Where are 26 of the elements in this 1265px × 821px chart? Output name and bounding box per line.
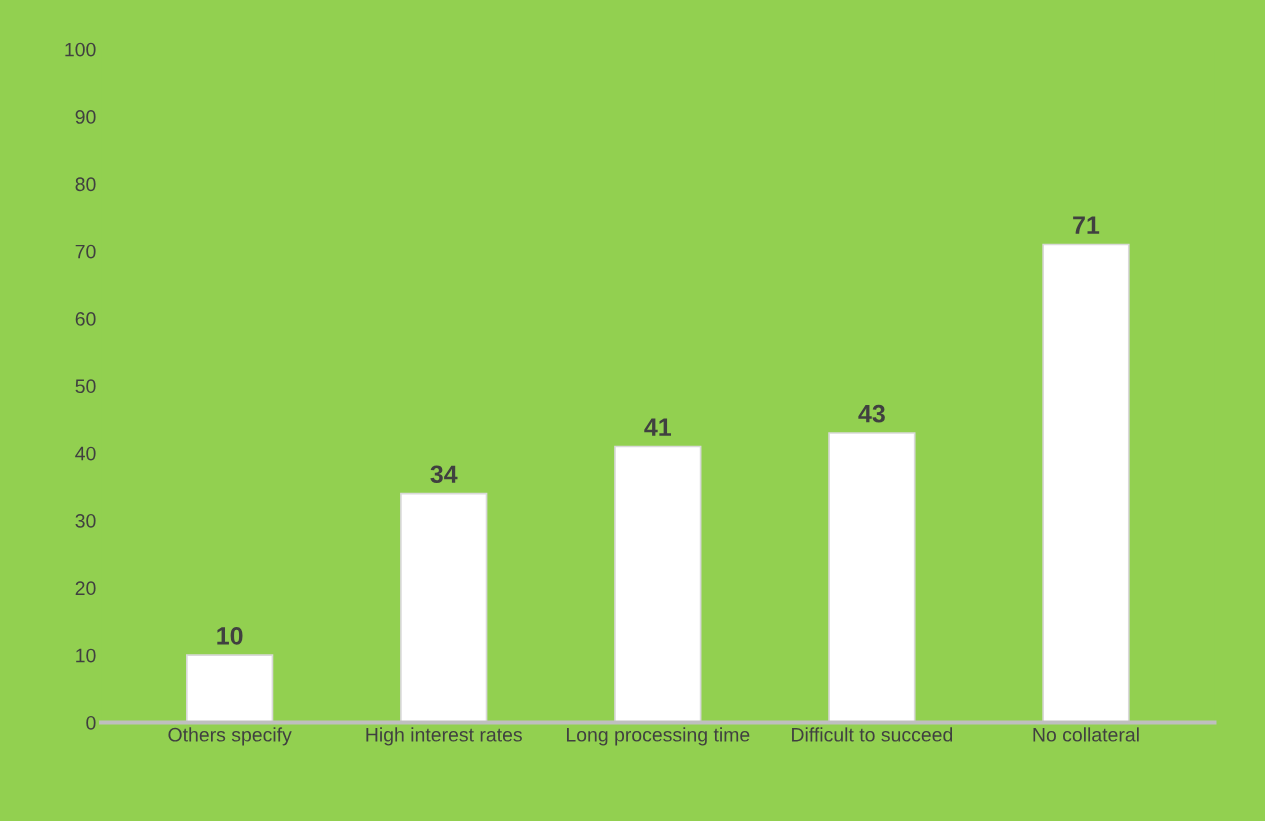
y-tick-label: 30 bbox=[75, 513, 96, 528]
y-tick-label: 90 bbox=[75, 110, 96, 124]
data-label: 10 bbox=[217, 626, 243, 645]
data-label: 43 bbox=[858, 404, 885, 423]
bar bbox=[614, 445, 702, 723]
bar bbox=[185, 654, 274, 723]
y-tick-label: 20 bbox=[75, 581, 96, 596]
y-tick-label: 80 bbox=[75, 177, 96, 192]
y-tick-label: 100 bbox=[65, 42, 96, 57]
bar bbox=[1042, 243, 1130, 723]
bar bbox=[400, 492, 488, 723]
data-label: 41 bbox=[644, 418, 672, 436]
x-tick-label: Others specify bbox=[168, 727, 292, 746]
y-tick-label: 60 bbox=[75, 312, 96, 326]
y-tick-label: 70 bbox=[75, 244, 96, 259]
x-tick-label: High interest rates bbox=[366, 727, 522, 746]
data-label: 71 bbox=[1073, 216, 1100, 234]
y-tick-label: 40 bbox=[75, 446, 96, 461]
x-tick-label: No collateral bbox=[1033, 727, 1139, 742]
y-tick-label: 50 bbox=[75, 379, 96, 394]
bar bbox=[828, 432, 916, 723]
y-tick-label: 0 bbox=[86, 715, 96, 730]
x-tick-label: Long processing time bbox=[566, 727, 750, 746]
data-label: 34 bbox=[430, 465, 458, 484]
y-tick-label: 10 bbox=[76, 648, 96, 663]
x-tick-label: Difficult to succeed bbox=[792, 727, 953, 742]
